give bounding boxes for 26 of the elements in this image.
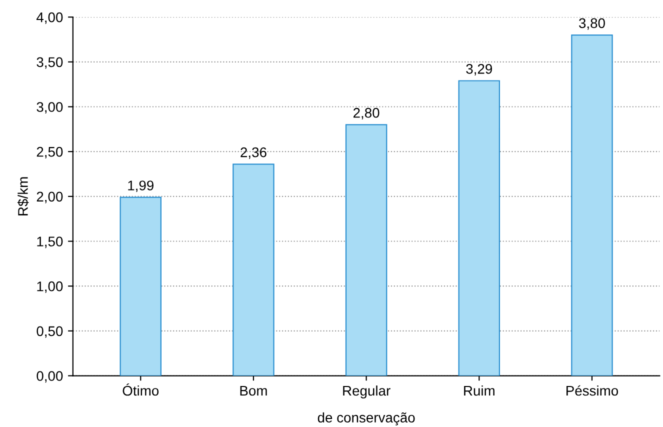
y-tick-label: 3,50: [36, 57, 63, 69]
data-label: 3,29: [466, 64, 492, 76]
bar: [120, 196, 162, 376]
y-tick-label: 1,50: [37, 236, 63, 248]
data-label: 2,80: [353, 108, 380, 120]
y-tick-label: 2,00: [36, 192, 63, 204]
x-tick-label: Regular: [343, 385, 390, 398]
x-axis-title: de conservação: [318, 412, 415, 426]
bar: [458, 80, 500, 376]
data-label: 2,36: [240, 147, 266, 159]
x-tick-label: Ótimo: [122, 384, 159, 396]
y-tick-label: 0,00: [36, 371, 63, 383]
bar: [345, 124, 388, 376]
bar: [571, 34, 613, 376]
data-label: 3,80: [578, 18, 605, 30]
y-tick-label: 1,00: [37, 281, 63, 293]
y-tick-label: 2,50: [36, 146, 63, 158]
data-label: 1,99: [128, 180, 154, 192]
x-tick-label: Péssimo: [566, 385, 618, 396]
y-tick-label: 4,00: [36, 12, 63, 24]
x-tick-label: Ruim: [464, 385, 494, 396]
y-tick-label: 3,00: [36, 102, 63, 114]
bar: [232, 164, 274, 376]
y-tick-label: 0,50: [36, 326, 63, 338]
y-axis-title: R$/km: [17, 177, 29, 216]
x-tick-label: Bom: [240, 386, 267, 396]
